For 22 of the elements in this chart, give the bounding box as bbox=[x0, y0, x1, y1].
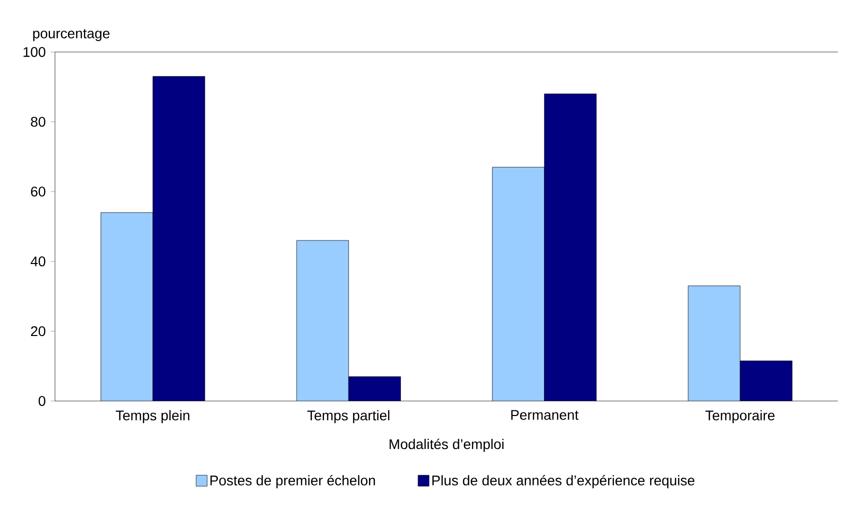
bar bbox=[100, 212, 153, 401]
y-tick-label: 0 bbox=[38, 396, 46, 406]
bar bbox=[740, 360, 792, 401]
x-tick-label: Temps partiel bbox=[307, 410, 390, 424]
x-tick-label: Temps plein bbox=[116, 410, 190, 424]
bar bbox=[348, 376, 401, 401]
y-tick-label: 40 bbox=[30, 256, 46, 266]
bar bbox=[296, 240, 349, 401]
x-axis-title: Modalités d’emploi bbox=[390, 438, 504, 452]
legend-label: Postes de premier échelon bbox=[210, 474, 375, 488]
y-tick-label: 60 bbox=[31, 186, 46, 197]
bar bbox=[152, 76, 205, 401]
x-tick-label: Permanent bbox=[511, 410, 578, 420]
bar bbox=[544, 94, 596, 401]
x-tick-label: Temporaire bbox=[705, 410, 775, 424]
bar bbox=[492, 167, 544, 401]
bar bbox=[688, 286, 740, 401]
y-tick-label: 80 bbox=[30, 116, 46, 127]
y-tick-label: 20 bbox=[31, 326, 46, 336]
y-tick-label: 100 bbox=[24, 47, 46, 57]
y-axis-title: pourcentage bbox=[33, 29, 110, 42]
legend-label: Plus de deux années d’expérience requise bbox=[432, 474, 694, 488]
